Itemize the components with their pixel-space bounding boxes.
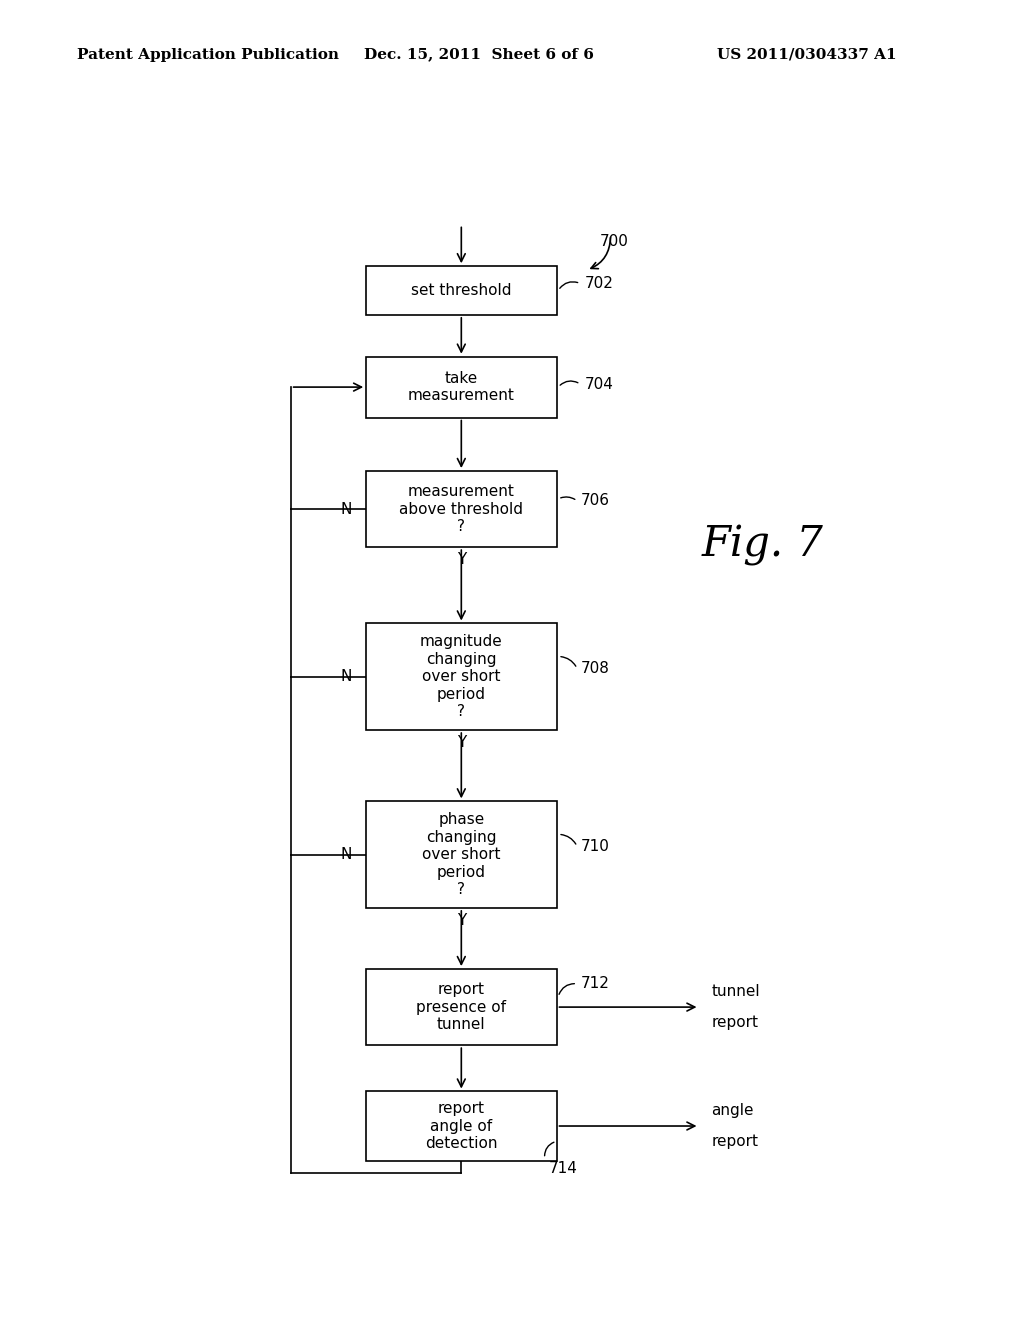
Text: Patent Application Publication: Patent Application Publication (77, 48, 339, 62)
Text: magnitude
changing
over short
period
?: magnitude changing over short period ? (420, 635, 503, 719)
FancyBboxPatch shape (367, 623, 557, 730)
Text: 706: 706 (582, 494, 610, 508)
FancyBboxPatch shape (367, 801, 557, 908)
FancyBboxPatch shape (367, 1092, 557, 1160)
Text: Fig. 7: Fig. 7 (701, 524, 824, 566)
Text: report
presence of
tunnel: report presence of tunnel (417, 982, 506, 1032)
Text: 704: 704 (585, 376, 613, 392)
Text: 700: 700 (600, 234, 629, 249)
FancyBboxPatch shape (367, 969, 557, 1045)
Text: 702: 702 (585, 276, 613, 290)
Text: 708: 708 (582, 661, 610, 676)
Text: angle: angle (712, 1104, 754, 1118)
Text: 712: 712 (582, 977, 610, 991)
Text: N: N (341, 847, 352, 862)
Text: Dec. 15, 2011  Sheet 6 of 6: Dec. 15, 2011 Sheet 6 of 6 (364, 48, 593, 62)
Text: set threshold: set threshold (411, 282, 512, 298)
Text: take
measurement: take measurement (408, 371, 515, 404)
FancyBboxPatch shape (367, 471, 557, 548)
Text: N: N (341, 502, 352, 516)
Text: US 2011/0304337 A1: US 2011/0304337 A1 (717, 48, 896, 62)
Text: Y: Y (457, 552, 466, 568)
Text: 710: 710 (582, 840, 610, 854)
Text: report: report (712, 1134, 759, 1148)
Text: Y: Y (457, 735, 466, 750)
Text: N: N (341, 669, 352, 684)
Text: report: report (712, 1015, 759, 1030)
Text: Y: Y (457, 913, 466, 928)
Text: measurement
above threshold
?: measurement above threshold ? (399, 484, 523, 535)
FancyBboxPatch shape (367, 356, 557, 417)
Text: 714: 714 (549, 1162, 578, 1176)
Text: tunnel: tunnel (712, 985, 760, 999)
FancyBboxPatch shape (367, 267, 557, 315)
Text: phase
changing
over short
period
?: phase changing over short period ? (422, 812, 501, 896)
Text: report
angle of
detection: report angle of detection (425, 1101, 498, 1151)
